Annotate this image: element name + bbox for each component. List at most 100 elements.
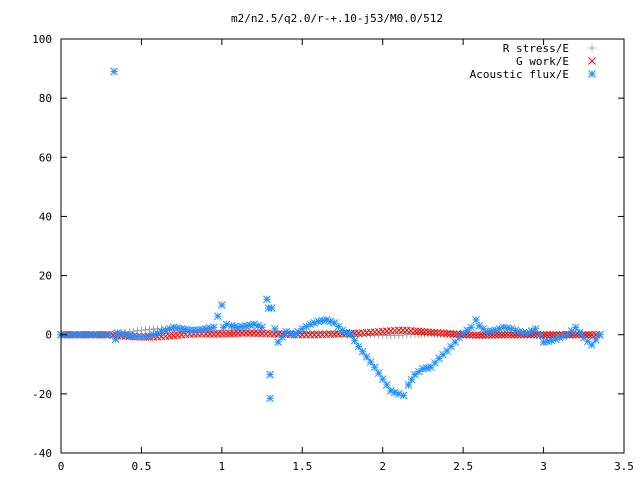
y-tick-label: 100 [32,33,52,46]
data-point [322,316,331,324]
data-point [547,336,556,345]
x-tick-label: 1.5 [292,460,312,473]
plot-frame [60,38,625,454]
y-tick-label: -40 [32,447,52,460]
data-point [411,327,419,336]
y-tick-label: 40 [39,210,52,223]
data-point [378,327,387,336]
data-point [399,391,408,400]
data-point [201,324,210,333]
data-point [459,329,467,338]
data-point [346,330,355,339]
series-fill-mark [439,329,448,338]
x-tick-label: 0.5 [131,460,151,473]
data-point [555,333,564,342]
data-point [322,330,331,339]
series-fill-mark [463,326,472,335]
legend-label: G work/E [516,55,569,68]
data-point [169,323,178,332]
data-point [185,326,194,335]
data-point [579,333,588,342]
data-point [97,330,106,339]
data-point [169,331,178,340]
data-point [177,330,186,339]
series-fill-mark [497,331,506,339]
x-tick-label: 0 [58,460,65,473]
data-point [274,338,283,346]
data-point [129,332,138,341]
data-point [402,326,411,335]
data-point [338,326,347,335]
data-point [475,331,484,340]
data-point [209,323,218,332]
series-fill-mark [382,381,391,389]
data-point [443,347,451,355]
data-point [177,324,186,333]
x-axis: 0 0.5 1 1.5 2 2.5 3 3.5 [58,39,634,473]
data-point [250,329,258,338]
y-tick-label: 20 [39,270,52,283]
data-point [250,320,258,329]
series-fill-mark [478,331,487,340]
data-point [161,326,170,335]
data-point [81,330,89,339]
data-point [394,326,403,335]
series-fill-mark [213,312,222,321]
series-fill-mark [423,328,432,336]
data-point [263,295,271,304]
data-point [105,330,114,339]
data-point [111,335,120,344]
data-point [222,320,231,329]
data-point [378,375,387,383]
data-point [472,316,480,324]
series-fill-mark [358,347,367,356]
data-point [330,319,339,327]
data-marks [57,67,604,403]
data-point [403,331,411,339]
series-fill-mark [350,336,359,345]
data-point [298,330,307,339]
data-point [467,323,476,332]
data-point [539,338,548,346]
data-point [110,67,118,76]
data-point [89,330,98,339]
series-fill-mark [546,330,554,339]
data-point [193,326,202,335]
data-point [330,330,339,338]
data-point [395,331,403,339]
data-point [394,390,403,398]
data-point [531,324,540,333]
y-axis: 100 80 60 40 20 0 -20 -40 [32,33,624,460]
series-fill-mark [278,333,287,341]
x-tick-label: 1 [219,460,226,473]
series-fill-mark [446,329,455,338]
data-point [218,301,226,309]
data-point [427,363,435,372]
data-point [387,332,395,340]
data-point [121,330,130,339]
series-fill-mark [417,327,426,336]
data-point [354,329,363,338]
x-tick-label: 3 [540,460,547,473]
legend-marker [588,44,596,52]
data-point [218,329,226,338]
series-fill-mark [197,325,206,334]
y-tick-label: 80 [39,92,52,105]
series-fill-mark [542,330,551,339]
legend-marker [588,57,596,65]
data-point [386,387,395,395]
series-fill-mark [414,327,422,336]
x-tick-label: 2.5 [453,460,473,473]
data-point [242,321,250,330]
data-point [209,330,218,338]
data-point [314,317,323,326]
series-fill-mark [430,328,439,337]
data-point [491,326,500,335]
data-point [258,329,266,338]
data-point [298,324,307,333]
data-point [404,381,413,389]
series-fill-mark [472,331,480,340]
series-fill-mark [584,330,593,339]
legend-label: R stress/E [503,42,569,55]
